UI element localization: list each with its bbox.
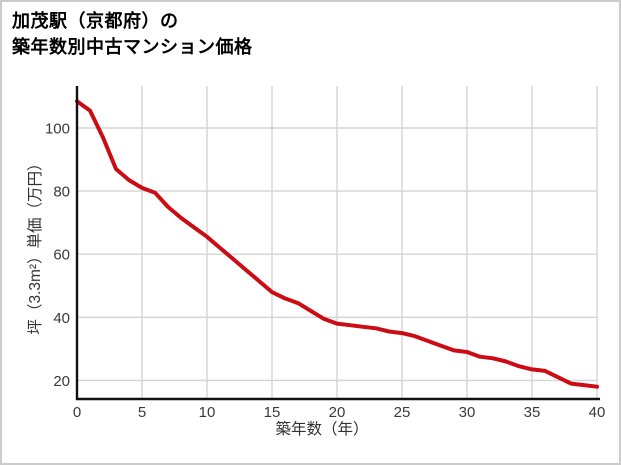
chart-title: 加茂駅（京都府）の 築年数別中古マンション価格 <box>12 8 253 60</box>
x-tick-label: 30 <box>459 404 476 421</box>
x-axis-label: 築年数（年） <box>275 420 368 438</box>
chart-title-line1: 加茂駅（京都府）の <box>12 11 179 31</box>
x-tick-label: 35 <box>524 404 541 421</box>
grid <box>78 86 598 398</box>
y-tick-label: 100 <box>45 121 70 138</box>
x-tick-label: 0 <box>73 404 81 421</box>
x-tick-labels: 0 5 10 15 20 25 30 35 40 <box>73 404 606 421</box>
y-tick-label: 80 <box>53 184 70 201</box>
x-tick-label: 15 <box>264 404 281 421</box>
x-tick-label: 10 <box>199 404 216 421</box>
price-line-group <box>75 99 599 389</box>
x-tick-label: 20 <box>329 404 346 421</box>
x-tick-label: 5 <box>138 404 146 421</box>
x-tick-label: 25 <box>394 404 411 421</box>
y-axis-label: 坪（3.3m²）単価（万円） <box>26 155 44 334</box>
chart-title-line2: 築年数別中古マンション価格 <box>12 37 253 57</box>
y-tick-label: 20 <box>53 373 70 390</box>
y-tick-labels: 20 40 60 80 100 <box>45 121 70 390</box>
y-tick-label: 60 <box>53 247 70 264</box>
price-line <box>75 99 599 389</box>
y-tick-label: 40 <box>53 310 70 327</box>
x-tick-label: 40 <box>589 404 606 421</box>
